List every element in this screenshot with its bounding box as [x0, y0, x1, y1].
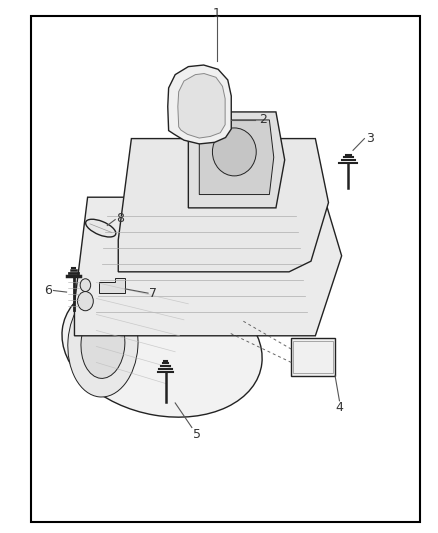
Circle shape [78, 292, 93, 311]
Text: 3: 3 [366, 132, 374, 145]
Text: 4: 4 [336, 401, 343, 414]
Ellipse shape [86, 219, 116, 237]
Polygon shape [199, 120, 274, 195]
Ellipse shape [212, 128, 256, 176]
Polygon shape [188, 112, 285, 208]
Text: 2: 2 [259, 114, 267, 126]
Ellipse shape [68, 290, 138, 397]
Polygon shape [178, 74, 225, 138]
Ellipse shape [62, 276, 262, 417]
Text: 8: 8 [117, 212, 124, 225]
Ellipse shape [81, 309, 125, 378]
Bar [291, 338, 335, 376]
Bar [293, 341, 333, 373]
Text: 5: 5 [193, 428, 201, 441]
Text: 1: 1 [213, 7, 221, 20]
Polygon shape [168, 65, 231, 144]
Text: 6: 6 [44, 284, 52, 297]
Polygon shape [118, 139, 328, 272]
Polygon shape [99, 278, 125, 293]
Circle shape [80, 279, 91, 292]
Text: 7: 7 [149, 287, 157, 300]
Bar [31, 16, 420, 522]
Polygon shape [74, 197, 342, 336]
